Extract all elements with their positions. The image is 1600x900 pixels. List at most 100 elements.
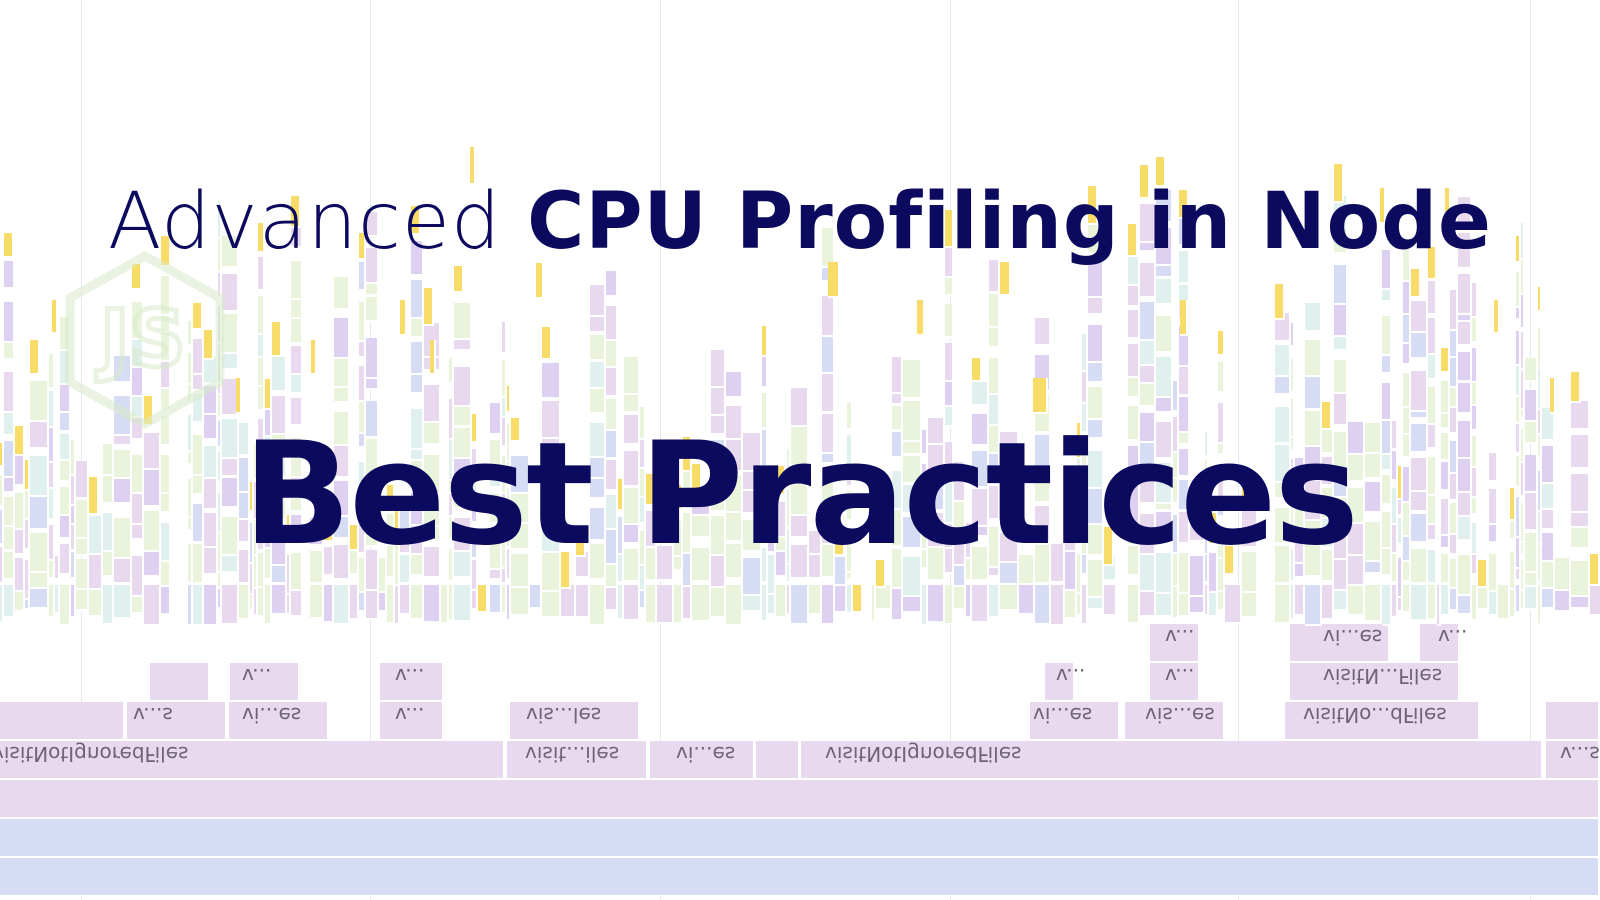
flame-frame xyxy=(945,516,954,549)
flame-frame xyxy=(1450,503,1458,535)
flame-frame xyxy=(1478,585,1489,610)
flame-frame xyxy=(954,500,966,538)
flame-frame xyxy=(1173,551,1179,587)
flame-frame xyxy=(928,585,945,623)
flame-frame xyxy=(683,437,692,472)
flame-frame xyxy=(1291,323,1295,347)
flame-frame xyxy=(1128,281,1140,307)
flame-frame xyxy=(60,434,71,461)
flame-frame xyxy=(1516,424,1521,454)
flame-frame xyxy=(1275,445,1291,483)
flame-frame xyxy=(400,300,407,336)
flame-frame xyxy=(311,340,317,375)
flame-frame xyxy=(1128,255,1140,286)
flame-frame xyxy=(561,585,576,618)
flame-frame xyxy=(60,513,71,539)
flame-frame xyxy=(922,544,928,569)
flame-frame xyxy=(1140,514,1156,555)
flame-frame xyxy=(711,440,726,471)
flame-frame xyxy=(258,384,265,411)
flame-frame xyxy=(876,585,892,610)
flame-frame xyxy=(387,514,395,543)
flame-frame xyxy=(1550,378,1556,414)
flame-frame xyxy=(1000,585,1019,611)
flame-frame xyxy=(502,585,507,614)
flame-frame xyxy=(776,552,787,577)
flame-frame xyxy=(1019,555,1035,585)
flame-frame xyxy=(756,741,800,780)
flame-frame xyxy=(103,444,114,476)
flame-frame xyxy=(287,585,291,615)
flame-frame xyxy=(576,585,590,618)
flame-frame xyxy=(542,471,561,504)
flame-frame xyxy=(1420,624,1460,663)
flame-frame xyxy=(1403,431,1411,458)
flame-frame xyxy=(1510,552,1516,590)
flame-frame xyxy=(1150,663,1200,702)
flame-frame xyxy=(989,321,1000,348)
flame-frame xyxy=(1521,585,1525,610)
flame-frame xyxy=(922,519,928,550)
flame-frame xyxy=(1140,585,1156,617)
flame-frame xyxy=(1205,585,1209,616)
flame-frame xyxy=(507,488,511,527)
flame-frame xyxy=(892,549,903,589)
flame-frame xyxy=(989,294,1000,328)
flame-frame xyxy=(945,585,954,625)
flame-frame xyxy=(1140,334,1156,366)
flame-frame xyxy=(103,585,114,625)
flame-frame xyxy=(726,544,743,579)
flame-frame xyxy=(1521,223,1525,260)
flame-frame xyxy=(1088,387,1104,420)
flame-frame xyxy=(507,741,648,780)
flame-frame xyxy=(606,495,618,530)
flame-frame xyxy=(1140,553,1156,592)
flame-frame xyxy=(726,509,743,542)
flame-frame xyxy=(1472,313,1478,343)
flame-frame xyxy=(49,525,55,561)
flame-frame xyxy=(161,304,171,332)
flame-frame xyxy=(511,490,530,524)
flame-frame xyxy=(1140,383,1156,407)
flame-frame xyxy=(1571,561,1590,597)
flame-frame xyxy=(272,526,287,566)
flame-frame xyxy=(640,496,646,524)
flame-frame xyxy=(606,585,618,611)
flame-frame xyxy=(1428,349,1437,380)
flame-frame xyxy=(222,478,239,508)
flame-frame xyxy=(711,350,726,388)
flame-frame xyxy=(424,585,441,623)
flame-frame xyxy=(0,780,1600,819)
flame-frame xyxy=(350,585,359,620)
flame-frame xyxy=(25,560,30,600)
flame-frame xyxy=(0,547,4,584)
flame-frame xyxy=(711,552,726,588)
flame-frame xyxy=(822,414,835,454)
flame-frame xyxy=(1365,585,1382,622)
flame-frame xyxy=(743,520,762,552)
flame-frame xyxy=(1242,552,1258,593)
flame-frame xyxy=(507,424,511,462)
flame-frame xyxy=(1173,381,1179,412)
flame-frame xyxy=(606,306,618,341)
flame-frame xyxy=(0,443,4,467)
flame-frame xyxy=(928,478,945,511)
flame-frame xyxy=(650,741,755,780)
flame-frame xyxy=(239,489,250,520)
flame-frame xyxy=(411,342,424,375)
flame-frame xyxy=(542,327,552,360)
flame-frame xyxy=(1065,551,1077,591)
flame-frame xyxy=(542,552,561,592)
flame-frame xyxy=(674,485,683,510)
flame-frame xyxy=(1179,397,1190,433)
flame-frame xyxy=(334,585,350,625)
flame-frame xyxy=(161,361,171,389)
flame-frame xyxy=(683,513,692,554)
flame-frame xyxy=(762,585,768,622)
flame-frame xyxy=(265,510,272,549)
flame-frame xyxy=(1140,442,1156,471)
flame-frame xyxy=(809,531,822,555)
flame-frame xyxy=(1392,488,1398,525)
flame-frame xyxy=(291,515,303,543)
flame-frame xyxy=(892,357,903,394)
